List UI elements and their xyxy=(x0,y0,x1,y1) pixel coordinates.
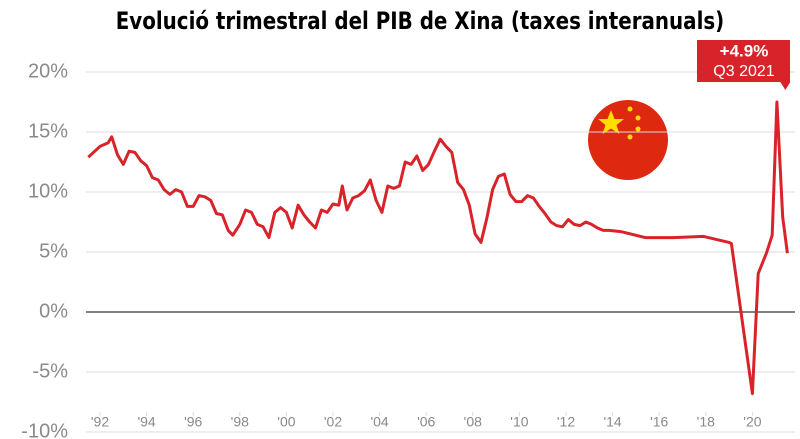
x-tick-label: '14 xyxy=(603,414,621,430)
x-tick-label: '20 xyxy=(743,414,761,430)
x-tick-label: '92 xyxy=(91,414,109,430)
callout-period: Q3 2021 xyxy=(713,63,774,80)
china-flag xyxy=(588,100,668,180)
x-tick-label: '12 xyxy=(557,414,575,430)
x-tick-label: '06 xyxy=(417,414,435,430)
x-tick-label: '94 xyxy=(137,414,155,430)
line xyxy=(87,100,789,396)
x-tick-label: '10 xyxy=(510,414,528,430)
y-tick-label: -5% xyxy=(32,360,68,382)
x-tick-label: '18 xyxy=(697,414,715,430)
callout-value: +4.9% xyxy=(720,41,769,60)
x-tick-label: '96 xyxy=(184,414,202,430)
x-tick-label: '02 xyxy=(324,414,342,430)
y-tick-label: 15% xyxy=(28,120,68,142)
y-tick-label: 5% xyxy=(39,240,68,262)
x-tick-label: '00 xyxy=(277,414,295,430)
y-tick-label: 20% xyxy=(28,60,68,82)
x-tick-label: '16 xyxy=(650,414,668,430)
chart-title: Evolució trimestral del PIB de Xina (tax… xyxy=(116,8,725,35)
x-tick-label: '98 xyxy=(231,414,249,430)
y-tick-label: -10% xyxy=(21,420,68,439)
callout-box xyxy=(697,40,791,90)
x-tick-label: '08 xyxy=(464,414,482,430)
y-tick-label: 10% xyxy=(28,180,68,202)
y-tick-label: 0% xyxy=(39,300,68,322)
x-tick-label: '04 xyxy=(370,414,388,430)
callout: +4.9% Q3 2021 xyxy=(697,40,791,90)
